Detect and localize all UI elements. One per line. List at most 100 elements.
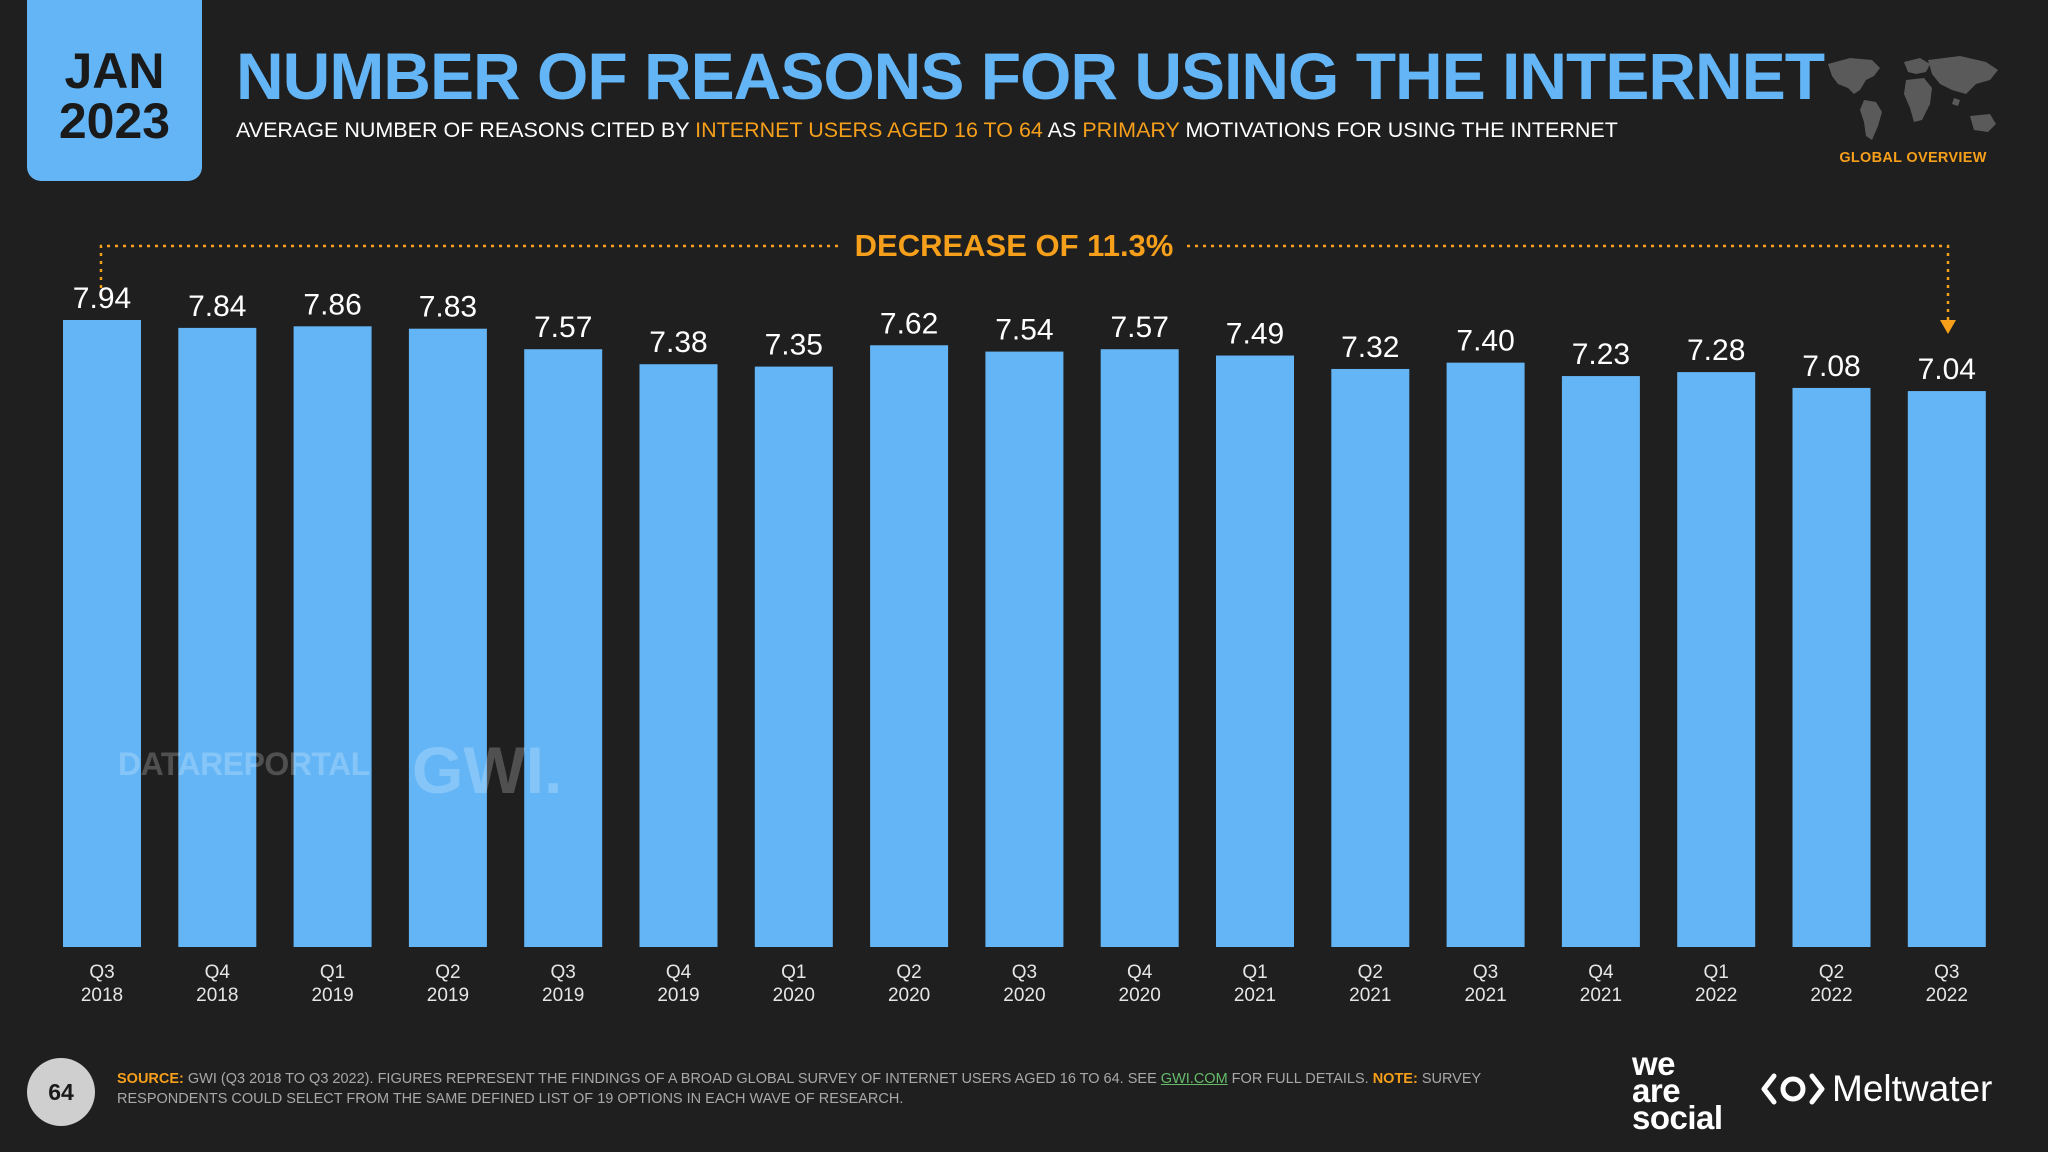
x-tick-label-8-1: 2020 — [1003, 985, 1045, 1006]
x-tick-label-11-1: 2021 — [1349, 985, 1391, 1006]
x-tick-label-3-1: 2019 — [427, 985, 469, 1006]
bar-8 — [985, 351, 1064, 947]
x-tick-label-10-1: 2021 — [1234, 985, 1276, 1006]
subtitle-part-3: MOTIVATIONS FOR USING THE INTERNET — [1179, 118, 1618, 142]
note-label: NOTE: — [1372, 1071, 1418, 1087]
date-badge: JAN 2023 — [27, 0, 202, 181]
source-label: SOURCE: — [117, 1071, 184, 1087]
world-map-icon — [1828, 56, 1998, 140]
x-tick-label-4-1: 2019 — [542, 985, 584, 1006]
bar-value-label-4: 7.57 — [534, 311, 592, 344]
bar-5 — [639, 364, 718, 947]
bar-value-label-9: 7.57 — [1111, 311, 1169, 344]
x-tick-label-12-1: 2021 — [1464, 985, 1506, 1006]
bar-value-label-14: 7.28 — [1687, 334, 1745, 367]
bar-value-label-1: 7.84 — [188, 290, 246, 323]
bar-0 — [63, 320, 141, 947]
x-tick-label-7-0: Q2 — [896, 962, 921, 983]
x-tick-label-6-0: Q1 — [781, 962, 806, 983]
x-tick-label-9-0: Q4 — [1127, 962, 1153, 983]
meltwater-logo: Meltwater — [1760, 1068, 1992, 1110]
x-tick-label-4-0: Q3 — [551, 962, 576, 983]
bar-value-label-16: 7.04 — [1918, 353, 1976, 386]
x-tick-label-7-1: 2020 — [888, 985, 930, 1006]
x-tick-label-0-1: 2018 — [81, 985, 123, 1006]
bar-value-label-15: 7.08 — [1802, 350, 1860, 383]
source-text-2: FOR FULL DETAILS. — [1227, 1071, 1373, 1087]
badge-year: 2023 — [58, 92, 171, 149]
bar-12 — [1446, 362, 1525, 947]
bar-1 — [178, 327, 257, 947]
x-tick-label-11-0: Q2 — [1358, 962, 1383, 983]
x-tick-label-1-1: 2018 — [196, 985, 238, 1006]
bar-value-label-10: 7.49 — [1226, 318, 1284, 351]
source-text-1: GWI (Q3 2018 TO Q3 2022). FIGURES REPRES… — [183, 1071, 1161, 1087]
x-tick-label-14-0: Q1 — [1704, 962, 1729, 983]
x-tick-label-6-1: 2020 — [773, 985, 815, 1006]
we-are-social-line-2: are — [1632, 1072, 1681, 1110]
meltwater-wordmark: Meltwater — [1832, 1068, 1993, 1109]
bar-2 — [293, 326, 372, 947]
x-tick-label-5-0: Q4 — [666, 962, 692, 983]
decrease-bracket — [99, 244, 1950, 322]
we-are-social-line-3: social — [1632, 1099, 1723, 1137]
bar-4 — [524, 349, 603, 947]
bar-13 — [1561, 376, 1640, 947]
bar-value-label-6: 7.35 — [765, 329, 823, 362]
bar-7 — [870, 345, 949, 947]
page-title: NUMBER OF REASONS FOR USING THE INTERNET — [236, 39, 1825, 113]
bar-11 — [1331, 368, 1410, 947]
bar-value-label-8: 7.54 — [995, 314, 1053, 347]
decrease-arrow-icon — [1940, 320, 1956, 334]
meltwater-mark-icon — [1761, 1073, 1825, 1105]
bar-value-label-13: 7.23 — [1572, 338, 1630, 371]
bar-value-label-3: 7.83 — [419, 291, 477, 324]
bars-group: 7.94Q320187.84Q420187.86Q120197.83Q22019… — [63, 282, 1986, 1006]
region-label: GLOBAL OVERVIEW — [1839, 150, 1987, 166]
source-note: SOURCE: GWI (Q3 2018 TO Q3 2022). FIGURE… — [117, 1070, 1577, 1109]
x-tick-label-15-0: Q2 — [1819, 962, 1844, 983]
bar-16 — [1907, 391, 1986, 947]
bar-value-label-7: 7.62 — [880, 307, 938, 340]
bar-10 — [1216, 355, 1294, 947]
gwi-watermark: GWI. — [412, 733, 563, 807]
x-tick-label-8-0: Q3 — [1012, 962, 1037, 983]
bar-14 — [1677, 372, 1756, 947]
source-link[interactable]: GWI.COM — [1160, 1071, 1228, 1087]
page-subtitle: AVERAGE NUMBER OF REASONS CITED BY INTER… — [236, 118, 1618, 143]
subtitle-part-1: AVERAGE NUMBER OF REASONS CITED BY — [236, 118, 696, 142]
badge-month: JAN — [64, 42, 165, 99]
x-tick-label-2-1: 2019 — [311, 985, 353, 1006]
bar-value-label-0: 7.94 — [73, 282, 131, 315]
bar-value-label-2: 7.86 — [303, 288, 361, 321]
page-number: 64 — [27, 1058, 95, 1126]
bar-3 — [408, 328, 487, 947]
we-are-social-logo: we are social — [1632, 1045, 1723, 1137]
x-tick-label-14-1: 2022 — [1695, 985, 1737, 1006]
x-tick-label-16-0: Q3 — [1934, 962, 1959, 983]
x-tick-label-5-1: 2019 — [657, 985, 699, 1006]
x-tick-label-0-0: Q3 — [89, 962, 114, 983]
x-tick-label-15-1: 2022 — [1810, 985, 1852, 1006]
x-tick-label-2-0: Q1 — [320, 962, 345, 983]
x-tick-label-13-0: Q4 — [1588, 962, 1614, 983]
subtitle-highlight-2: PRIMARY — [1082, 118, 1180, 142]
datareportal-watermark: DATAREPORTAL — [118, 746, 370, 782]
x-tick-label-9-1: 2020 — [1119, 985, 1161, 1006]
bar-value-label-5: 7.38 — [649, 326, 707, 359]
bar-9 — [1100, 349, 1179, 947]
x-tick-label-13-1: 2021 — [1580, 985, 1622, 1006]
bar-6 — [754, 366, 833, 947]
x-tick-label-1-0: Q4 — [205, 962, 231, 983]
subtitle-part-2: AS — [1042, 118, 1083, 142]
subtitle-highlight-1: INTERNET USERS AGED 16 TO 64 — [695, 118, 1043, 142]
bar-value-label-12: 7.40 — [1456, 325, 1514, 358]
x-tick-label-12-0: Q3 — [1473, 962, 1498, 983]
x-tick-label-16-1: 2022 — [1926, 985, 1968, 1006]
bar-value-label-11: 7.32 — [1341, 331, 1399, 364]
x-tick-label-3-0: Q2 — [435, 962, 460, 983]
x-tick-label-10-0: Q1 — [1242, 962, 1267, 983]
bar-15 — [1792, 387, 1871, 947]
we-are-social-line-1: we — [1632, 1045, 1676, 1082]
